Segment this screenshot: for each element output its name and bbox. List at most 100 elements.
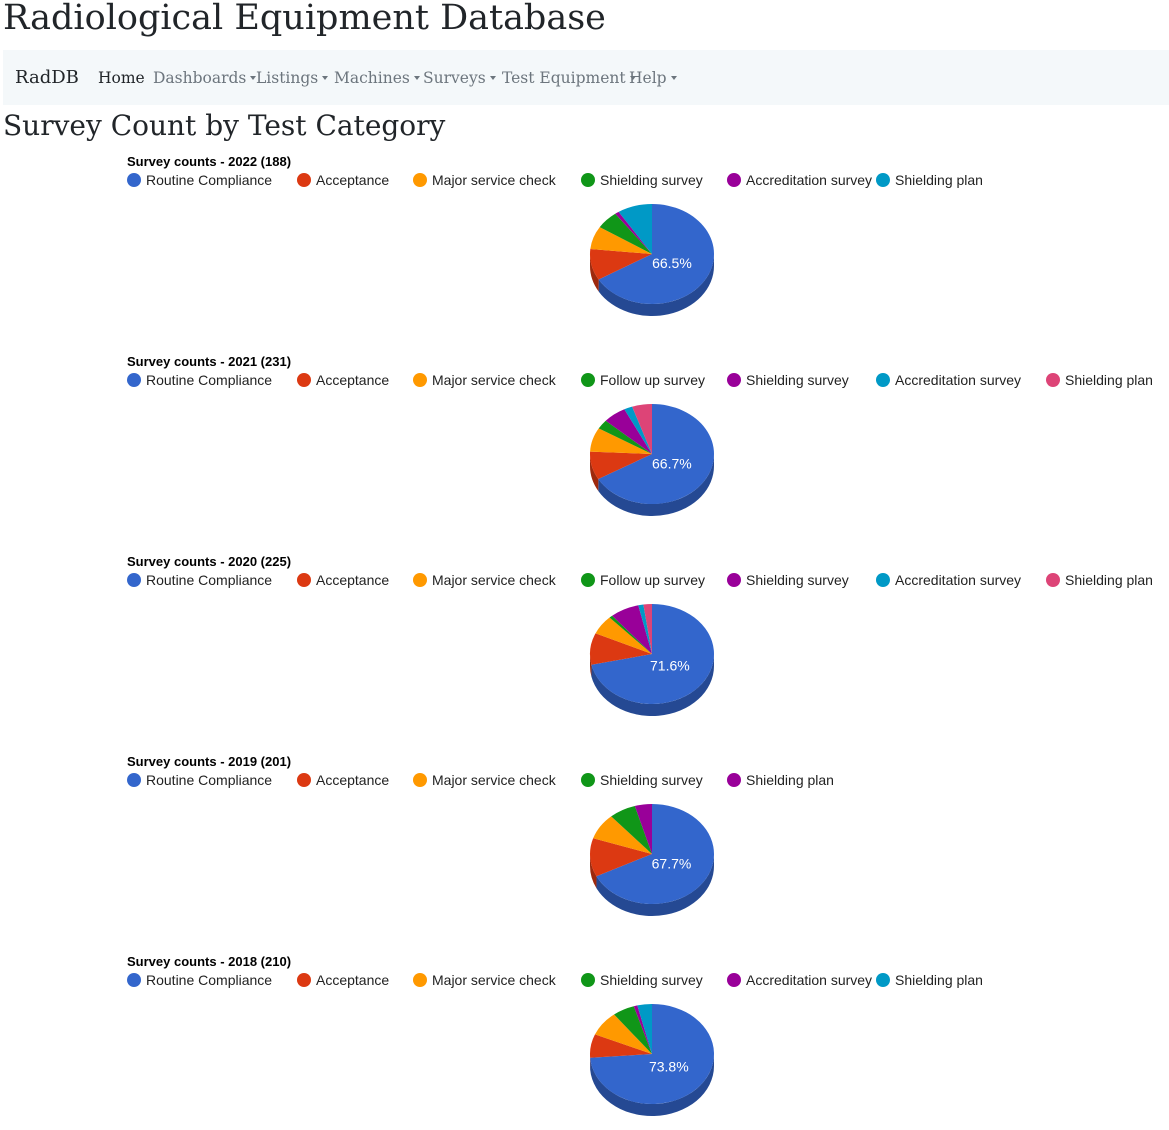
legend-marker-icon	[876, 973, 890, 987]
legend-marker-icon	[581, 373, 595, 387]
chevron-down-icon	[489, 76, 496, 80]
pie-slice[interactable]	[614, 1006, 652, 1054]
nav-home-label: Home	[98, 69, 145, 87]
pie-svg: 66.7%	[590, 404, 714, 516]
nav-listings-label: Listings	[256, 69, 319, 87]
legend-label: Acceptance	[316, 172, 390, 188]
pie-slice[interactable]	[598, 404, 714, 504]
legend-marker-icon	[727, 773, 741, 787]
pie-slice[interactable]	[637, 1004, 652, 1054]
pie-slice[interactable]	[596, 804, 714, 904]
pie-slice[interactable]	[590, 838, 652, 877]
pie-slice[interactable]	[598, 204, 714, 304]
pie-svg: 73.8%	[590, 1004, 714, 1116]
nav-surveys[interactable]: Surveys	[423, 68, 496, 88]
nav-dashboards-label: Dashboards	[153, 69, 247, 87]
legend-label: Routine Compliance	[146, 972, 273, 988]
nav-surveys-label: Surveys	[423, 69, 486, 87]
pie-slice[interactable]	[590, 451, 652, 479]
pie-chart: Survey counts - 2018 (210) Routine Compli…	[0, 954, 1169, 1130]
nav-home[interactable]: Home	[98, 68, 145, 88]
legend-label: Shielding survey	[600, 772, 703, 788]
pie-svg: 71.6%	[590, 604, 714, 716]
pie-chart: Survey counts - 2022 (188) Routine Compli…	[0, 154, 1169, 354]
pie-slice[interactable]	[599, 213, 652, 254]
chart-title: Survey counts - 2019 (201)	[127, 754, 292, 769]
pie-slice[interactable]	[594, 1014, 652, 1054]
pie-slice[interactable]	[590, 227, 652, 254]
pie-slice[interactable]	[605, 409, 652, 454]
pie-slice[interactable]	[643, 604, 652, 654]
legend-label: Acceptance	[316, 372, 390, 388]
nav-help-label: Help	[629, 69, 667, 87]
legend-label: Follow up survey	[600, 572, 706, 588]
legend-marker-icon	[297, 373, 311, 387]
legend-label: Accreditation survey	[895, 572, 1022, 588]
legend-marker-icon	[727, 573, 741, 587]
legend-label: Routine Compliance	[146, 572, 273, 588]
pie-svg: 66.5%	[590, 204, 714, 316]
legend-marker-icon	[876, 373, 890, 387]
nav-dashboards[interactable]: Dashboards	[153, 68, 257, 88]
pie-slice-side	[590, 654, 592, 677]
legend-marker-icon	[1046, 373, 1060, 387]
pie-slice-side	[590, 254, 599, 292]
pie-slice-label: 66.7%	[652, 455, 692, 471]
legend-marker-icon	[413, 773, 427, 787]
legend-marker-icon	[727, 173, 741, 187]
chart-title: Survey counts - 2021 (231)	[127, 354, 292, 369]
pie-slice[interactable]	[634, 804, 652, 854]
pie-slice-side	[590, 454, 599, 491]
pie-slice[interactable]	[609, 615, 652, 654]
pie-slice[interactable]	[590, 1034, 652, 1058]
nav-help[interactable]: Help	[629, 68, 677, 88]
pie-slice-side	[598, 454, 714, 516]
pie-slice[interactable]	[590, 1004, 714, 1104]
pie-slice[interactable]	[611, 805, 652, 854]
legend-marker-icon	[581, 173, 595, 187]
pie-slice[interactable]	[633, 1005, 652, 1054]
pie-slice[interactable]	[615, 211, 652, 254]
legend-marker-icon	[1046, 573, 1060, 587]
pie-slice-side	[590, 1054, 714, 1116]
legend-marker-icon	[127, 773, 141, 787]
nav-test-equipment[interactable]: Test Equipment	[502, 68, 636, 88]
pie-slice[interactable]	[638, 604, 652, 654]
legend-label: Accreditation survey	[746, 172, 873, 188]
legend-label: Shielding survey	[746, 372, 849, 388]
nav-machines[interactable]: Machines	[334, 68, 420, 88]
pie-slice-side	[590, 854, 597, 889]
pie-chart: Survey counts - 2021 (231) Routine Compli…	[0, 354, 1169, 554]
pie-slice[interactable]	[632, 404, 652, 454]
nav-machines-label: Machines	[334, 69, 410, 87]
nav-listings[interactable]: Listings	[256, 68, 329, 88]
legend-label: Acceptance	[316, 772, 390, 788]
legend-marker-icon	[581, 773, 595, 787]
legend-marker-icon	[297, 173, 311, 187]
page-heading: Survey Count by Test Category	[3, 109, 446, 142]
legend-label: Shielding survey	[600, 172, 703, 188]
pie-slice-label: 67.7%	[652, 856, 692, 872]
pie-slice[interactable]	[598, 420, 652, 454]
legend-marker-icon	[297, 973, 311, 987]
pie-slice[interactable]	[593, 816, 652, 854]
pie-slice[interactable]	[595, 617, 652, 654]
pie-slice[interactable]	[618, 204, 652, 254]
legend-label: Routine Compliance	[146, 172, 273, 188]
chevron-down-icon	[670, 76, 677, 80]
pie-slice[interactable]	[590, 633, 652, 665]
navbar-brand[interactable]: RadDB	[15, 67, 79, 88]
pie-slice[interactable]	[590, 248, 652, 280]
chart-legend: Routine Compliance Acceptance Major servic…	[0, 371, 1169, 391]
pie-slice-label: 66.5%	[652, 255, 692, 271]
chart-title: Survey counts - 2022 (188)	[127, 154, 292, 169]
pie-slice-label: 71.6%	[650, 658, 690, 674]
pie-slice[interactable]	[624, 406, 652, 454]
legend-marker-icon	[297, 773, 311, 787]
legend-marker-icon	[127, 373, 141, 387]
legend-label: Follow up survey	[600, 372, 706, 388]
legend-marker-icon	[581, 573, 595, 587]
pie-slice[interactable]	[590, 428, 652, 454]
pie-slice[interactable]	[591, 604, 714, 704]
pie-slice[interactable]	[612, 605, 652, 654]
